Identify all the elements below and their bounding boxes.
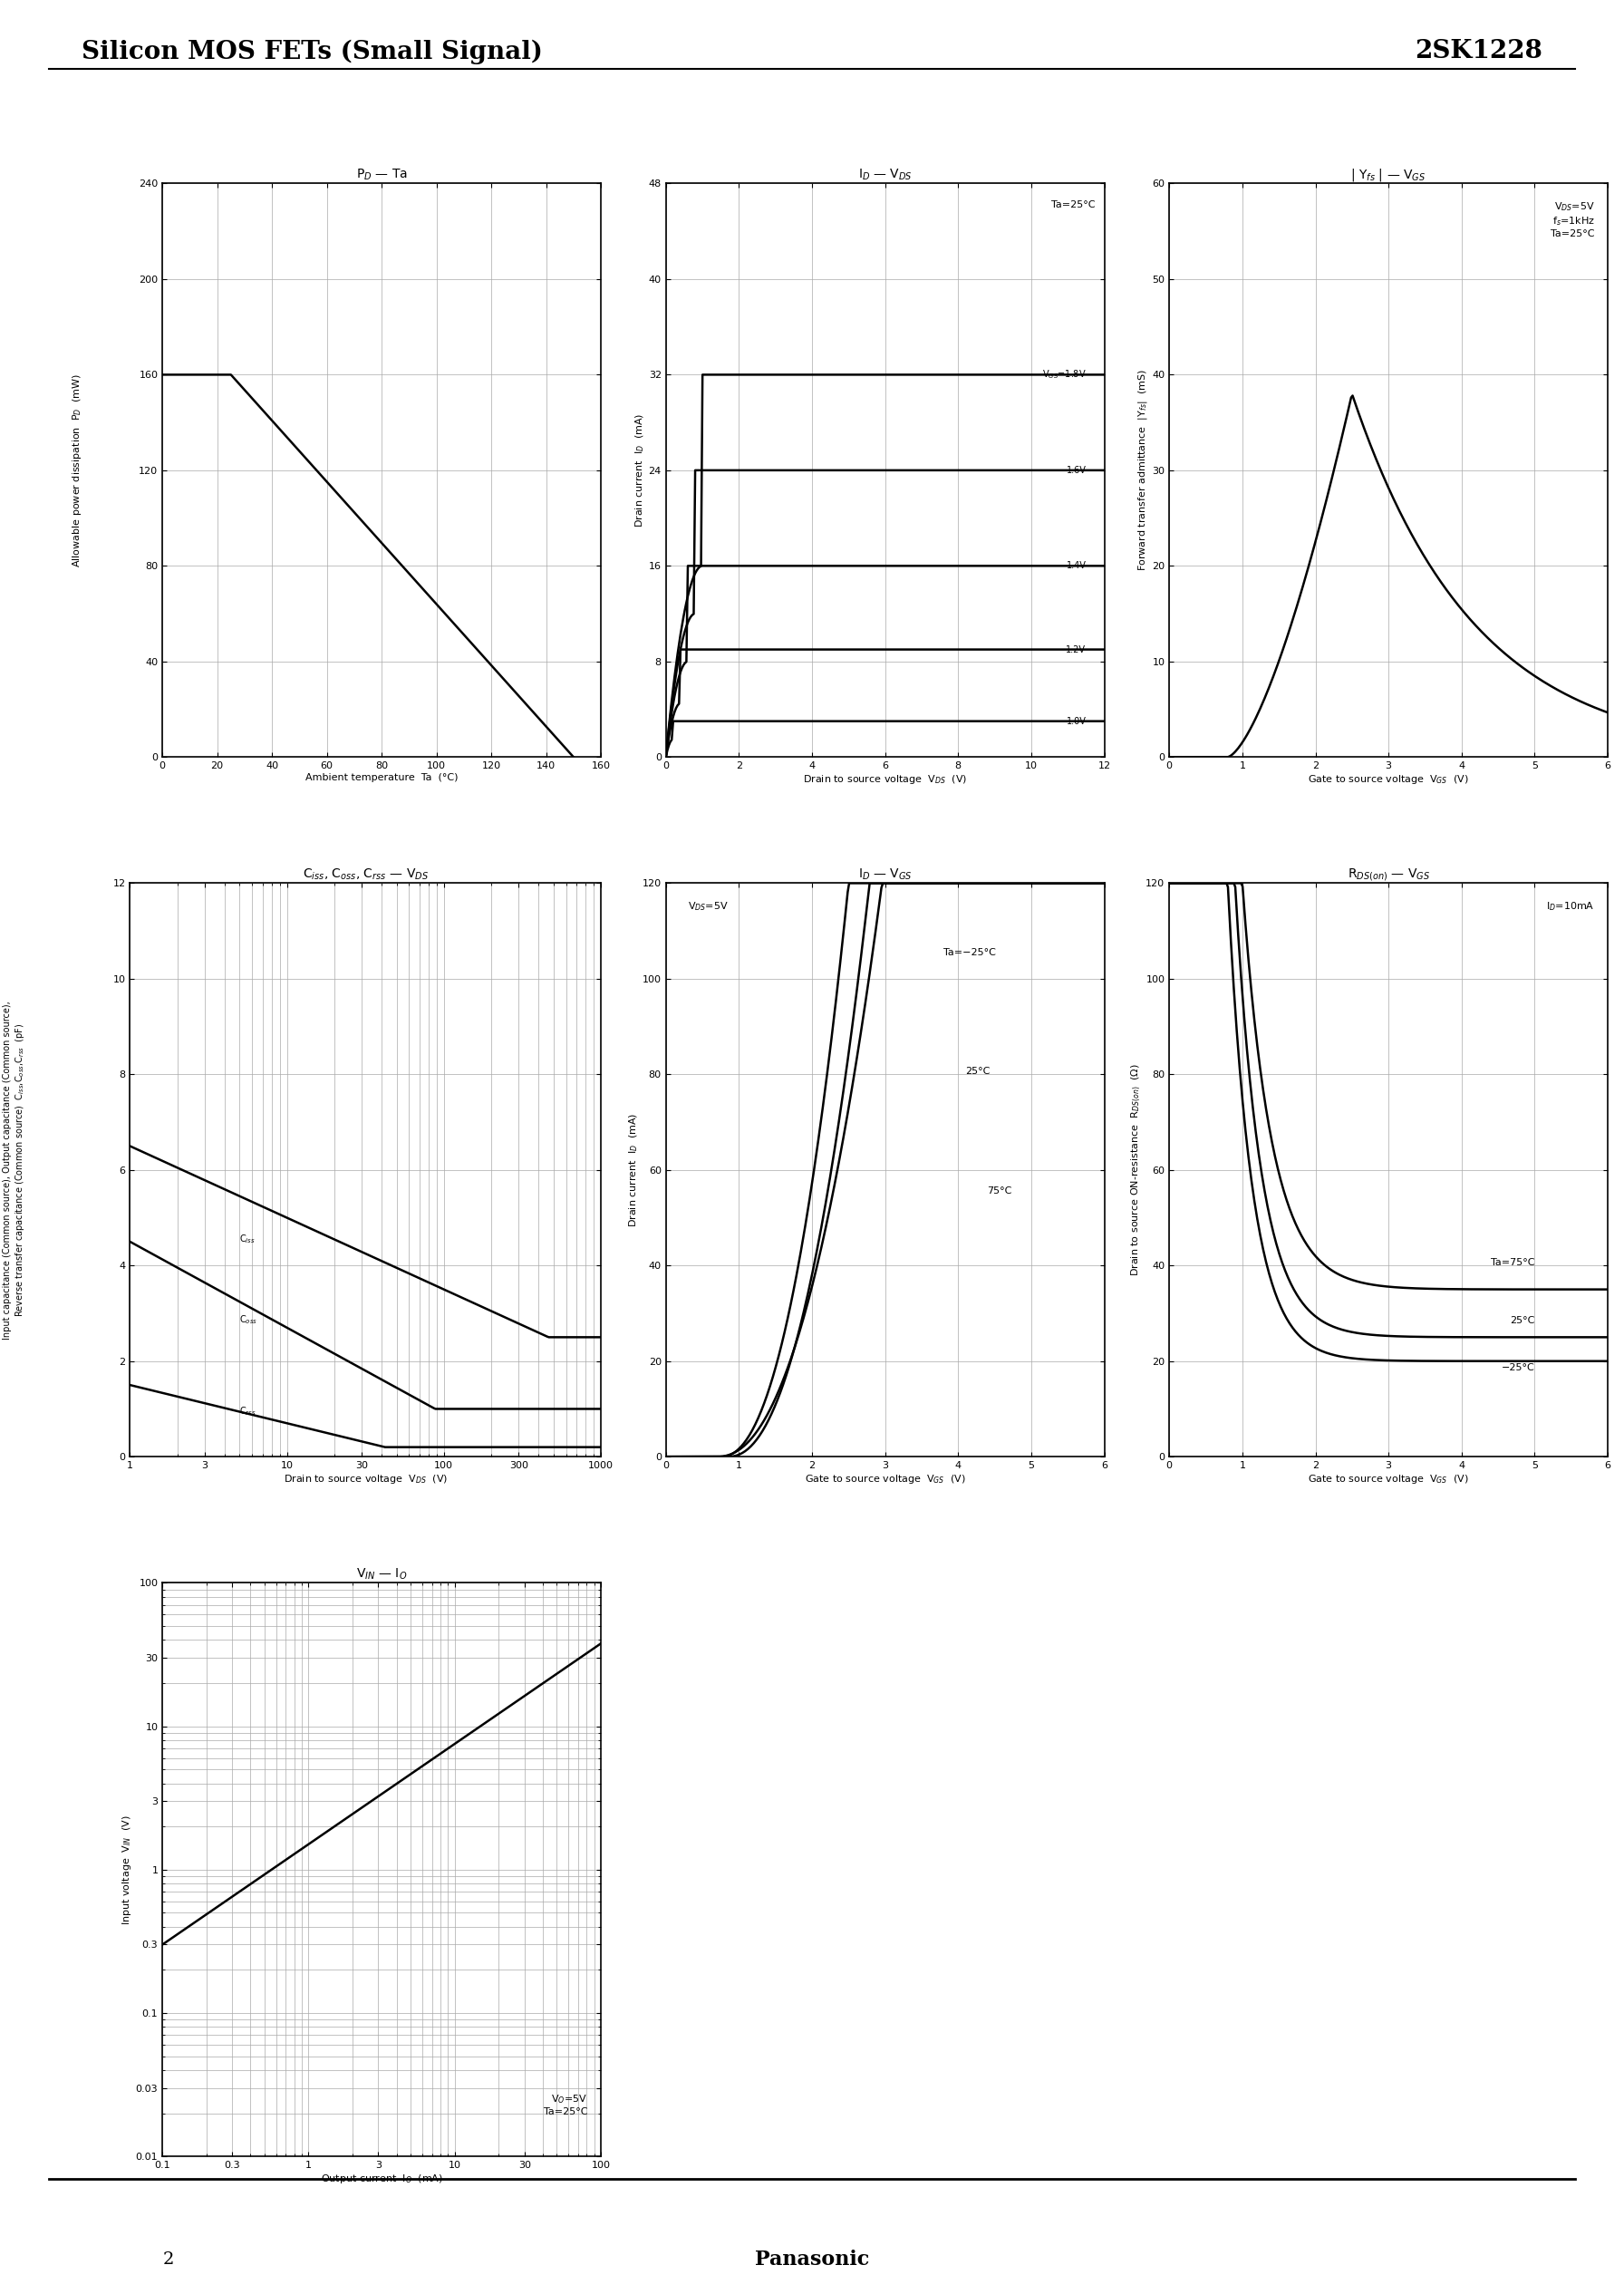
Title: P$_D$ — Ta: P$_D$ — Ta [356,167,408,184]
Text: V$_{GS}$=1.8V: V$_{GS}$=1.8V [1043,369,1086,381]
X-axis label: Drain to source voltage  V$_{DS}$  (V): Drain to source voltage V$_{DS}$ (V) [283,1473,448,1487]
Text: C$_{rss}$: C$_{rss}$ [240,1404,257,1418]
X-axis label: Gate to source voltage  V$_{GS}$  (V): Gate to source voltage V$_{GS}$ (V) [1307,773,1470,787]
Text: V$_{DS}$=5V: V$_{DS}$=5V [689,902,729,913]
X-axis label: Gate to source voltage  V$_{GS}$  (V): Gate to source voltage V$_{GS}$ (V) [1307,1473,1470,1487]
Text: Ta=75°C: Ta=75°C [1491,1259,1535,1266]
Text: V$_O$=5V
Ta=25°C: V$_O$=5V Ta=25°C [544,2092,588,2115]
Y-axis label: Input capacitance (Common source), Output capacitance (Common source),
Reverse t: Input capacitance (Common source), Outpu… [3,1000,26,1340]
Y-axis label: Drain to source ON-resistance  R$_{DS(on)}$  (Ω): Drain to source ON-resistance R$_{DS(on)… [1130,1064,1143,1275]
Text: 2: 2 [162,2250,174,2269]
Text: 75°C: 75°C [987,1186,1012,1195]
X-axis label: Drain to source voltage  V$_{DS}$  (V): Drain to source voltage V$_{DS}$ (V) [802,773,968,787]
Y-axis label: Drain current  I$_D$  (mA): Drain current I$_D$ (mA) [627,1113,640,1227]
Text: 25°C: 25°C [1510,1317,1535,1324]
Title: R$_{DS(on)}$ — V$_{GS}$: R$_{DS(on)}$ — V$_{GS}$ [1348,867,1429,883]
Text: 2SK1228: 2SK1228 [1415,39,1543,64]
X-axis label: Gate to source voltage  V$_{GS}$  (V): Gate to source voltage V$_{GS}$ (V) [804,1473,966,1487]
Text: 1.2V: 1.2V [1065,645,1086,654]
Text: 1.6V: 1.6V [1067,466,1086,475]
Text: C$_{oss}$: C$_{oss}$ [240,1314,258,1326]
Text: Ta=25°C: Ta=25°C [1052,202,1096,209]
Text: Ta=−25°C: Ta=−25°C [944,947,996,957]
Text: 25°C: 25°C [965,1067,991,1076]
Text: −25°C: −25°C [1501,1363,1535,1372]
Title: C$_{iss}$, C$_{oss}$, C$_{rss}$ — V$_{DS}$: C$_{iss}$, C$_{oss}$, C$_{rss}$ — V$_{DS… [302,867,429,883]
Text: 1.0V: 1.0V [1067,716,1086,725]
X-axis label: Output current  I$_O$  (mA): Output current I$_O$ (mA) [320,2172,443,2186]
Title: | Y$_{fs}$ | — V$_{GS}$: | Y$_{fs}$ | — V$_{GS}$ [1351,167,1426,184]
Y-axis label: Allowable power dissipation  P$_D$  (mW): Allowable power dissipation P$_D$ (mW) [71,374,83,567]
Text: 1.4V: 1.4V [1067,562,1086,571]
Text: Panasonic: Panasonic [755,2250,869,2269]
Y-axis label: Forward transfer admittance  |Y$_{fs}$|  (mS): Forward transfer admittance |Y$_{fs}$| (… [1137,369,1150,571]
Text: I$_D$=10mA: I$_D$=10mA [1546,902,1595,913]
Title: I$_D$ — V$_{DS}$: I$_D$ — V$_{DS}$ [857,167,913,184]
Title: V$_{IN}$ — I$_O$: V$_{IN}$ — I$_O$ [356,1567,408,1583]
Title: I$_D$ — V$_{GS}$: I$_D$ — V$_{GS}$ [857,867,913,883]
Text: V$_{DS}$=5V
f$_s$=1kHz
Ta=25°C: V$_{DS}$=5V f$_s$=1kHz Ta=25°C [1551,202,1595,239]
Text: Silicon MOS FETs (Small Signal): Silicon MOS FETs (Small Signal) [81,39,542,64]
Y-axis label: Input voltage  V$_{IN}$  (V): Input voltage V$_{IN}$ (V) [120,1815,133,1925]
Text: C$_{iss}$: C$_{iss}$ [240,1232,255,1246]
X-axis label: Ambient temperature  Ta  (°C): Ambient temperature Ta (°C) [305,773,458,782]
Y-axis label: Drain current  I$_D$  (mA): Drain current I$_D$ (mA) [633,413,646,528]
